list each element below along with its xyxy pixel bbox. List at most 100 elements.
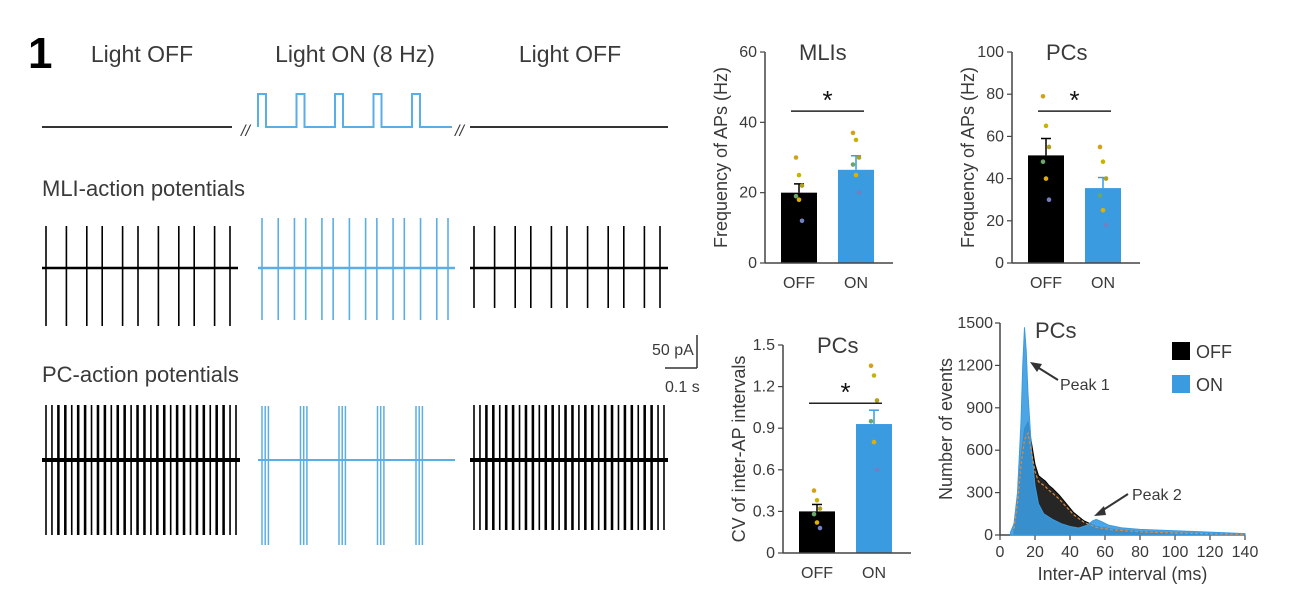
y-tick-label: 20 xyxy=(986,213,1004,230)
y-tick-label: 20 xyxy=(739,185,757,202)
data-point xyxy=(1103,176,1109,181)
y-tick-label: 0.3 xyxy=(753,503,775,520)
x-tick-label: 20 xyxy=(1026,544,1044,561)
scale-bar: 50 pA 0.1 s xyxy=(652,335,700,396)
data-point xyxy=(853,172,859,178)
peak1-label: Peak 1 xyxy=(1060,377,1110,394)
break-mark-1: // xyxy=(240,123,251,140)
data-point xyxy=(1103,222,1109,228)
chart-title: PCs xyxy=(1035,318,1077,343)
fit-curve xyxy=(1013,431,1246,535)
y-tick-label: 60 xyxy=(739,44,757,61)
data-point xyxy=(853,137,859,143)
data-point xyxy=(1097,193,1103,198)
x-tick-label: 120 xyxy=(1197,544,1224,561)
series-on xyxy=(1010,327,1246,536)
peak2-arrowhead xyxy=(1094,506,1106,516)
data-point xyxy=(1046,144,1052,150)
scale-bar-time: 0.1 s xyxy=(665,379,700,396)
data-point xyxy=(1046,197,1052,202)
data-point xyxy=(868,363,874,369)
data-point xyxy=(856,190,862,195)
x-label-on: ON xyxy=(862,565,886,582)
bar-off xyxy=(799,511,835,553)
y-tick-label: 300 xyxy=(966,485,993,502)
data-point xyxy=(793,155,799,160)
data-point xyxy=(793,193,799,199)
data-point xyxy=(817,525,823,531)
legend-swatch-on xyxy=(1172,375,1190,393)
data-point xyxy=(850,130,856,136)
y-tick-label: 0.9 xyxy=(753,420,775,437)
mli-trace-label: MLI-action potentials xyxy=(42,176,245,201)
x-tick-label: 40 xyxy=(1061,544,1079,561)
y-tick-label: 80 xyxy=(986,86,1004,103)
data-point xyxy=(811,511,817,517)
y-tick-label: 600 xyxy=(966,442,993,459)
mli-trace-off-2 xyxy=(470,226,668,308)
mli-trace-on xyxy=(258,218,455,320)
data-point xyxy=(814,498,820,503)
y-tick-label: 40 xyxy=(739,114,757,131)
stimulation-protocol xyxy=(42,93,668,128)
x-tick-label: 0 xyxy=(996,544,1005,561)
data-point xyxy=(1100,159,1106,165)
data-point xyxy=(1040,94,1046,99)
bar-off xyxy=(1028,155,1064,263)
data-point xyxy=(1043,176,1049,181)
y-tick-label: 0 xyxy=(995,255,1004,272)
x-tick-label: 60 xyxy=(1096,544,1114,561)
light-off-header-1: Light OFF xyxy=(91,41,193,67)
y-tick-label: 0 xyxy=(766,545,775,562)
y-axis-title: Number of events xyxy=(936,358,956,500)
y-tick-label: 1.5 xyxy=(753,337,775,354)
data-point xyxy=(1043,123,1049,129)
break-mark-2: // xyxy=(454,123,465,140)
data-point xyxy=(874,398,880,403)
y-axis-title: CV of inter-AP intervals xyxy=(729,356,749,543)
data-point xyxy=(850,162,856,167)
data-point xyxy=(796,172,802,178)
data-point xyxy=(814,520,820,525)
y-tick-label: 1500 xyxy=(957,315,993,332)
panel-label: 1 xyxy=(28,29,52,78)
significance-star: * xyxy=(840,377,850,407)
action-potential-traces xyxy=(42,218,668,545)
data-point xyxy=(799,183,805,188)
bar-on xyxy=(1085,188,1121,263)
peak1-arrowhead xyxy=(1030,362,1042,372)
x-label-off: OFF xyxy=(783,275,815,292)
data-point xyxy=(856,155,862,160)
bar-chart-2: 0 0.3 0.6 0.9 1.2 1.5 OFF ON * PCs CV of inter-AP … xyxy=(729,333,911,582)
x-tick-label: 100 xyxy=(1162,544,1189,561)
pc-trace-on xyxy=(258,406,455,545)
data-point xyxy=(817,506,823,511)
data-point xyxy=(868,418,874,424)
x-tick-label: 140 xyxy=(1232,544,1259,561)
peak2-label: Peak 2 xyxy=(1132,487,1182,504)
pc-trace-off xyxy=(42,405,240,535)
x-axis-title: Inter-AP interval (ms) xyxy=(1038,564,1208,584)
bar-off xyxy=(781,192,817,263)
y-tick-label: 0 xyxy=(984,527,993,544)
significance-star: * xyxy=(1069,85,1079,115)
chart-title: MLIs xyxy=(799,40,847,65)
histogram-chart: 0 300 600 900 1200 1500 0 20 40 60 80 100 120 140 PCs I… xyxy=(936,315,1258,584)
bar-on xyxy=(838,169,874,263)
x-label-on: ON xyxy=(1091,275,1115,292)
data-point xyxy=(871,439,877,445)
scale-bar-current: 50 pA xyxy=(652,342,694,359)
data-point xyxy=(799,218,805,224)
data-point xyxy=(874,467,880,473)
legend-swatch-off xyxy=(1172,342,1190,360)
x-label-on: ON xyxy=(844,275,868,292)
y-tick-label: 100 xyxy=(977,44,1004,61)
y-axis-title: Frequency of APs (Hz) xyxy=(958,67,978,248)
y-tick-label: 900 xyxy=(966,400,993,417)
data-point xyxy=(796,197,802,202)
y-tick-label: 60 xyxy=(986,128,1004,145)
mli-trace-off xyxy=(42,226,238,326)
y-tick-label: 1.2 xyxy=(753,379,775,396)
y-tick-label: 40 xyxy=(986,171,1004,188)
